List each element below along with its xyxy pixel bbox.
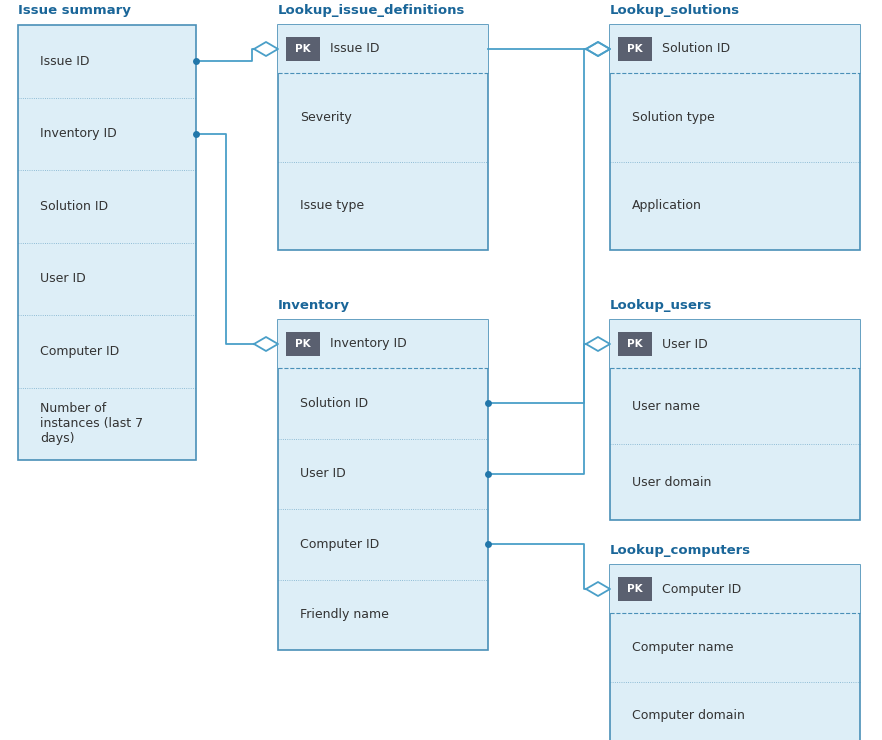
Text: Number of
instances (last 7
days): Number of instances (last 7 days) — [40, 403, 143, 445]
Bar — [286, 37, 320, 61]
Text: User domain: User domain — [632, 476, 712, 488]
Text: User ID: User ID — [300, 467, 346, 480]
Bar — [618, 577, 652, 601]
Text: Computer ID: Computer ID — [300, 538, 379, 551]
Text: PK: PK — [295, 44, 310, 54]
Text: Computer name: Computer name — [632, 641, 734, 653]
Text: Inventory ID: Inventory ID — [40, 127, 116, 141]
Bar — [18, 25, 196, 460]
Bar — [278, 320, 488, 650]
Text: User ID: User ID — [40, 272, 86, 285]
Text: Computer ID: Computer ID — [662, 582, 741, 596]
Bar — [610, 320, 860, 520]
Bar — [278, 25, 488, 250]
Text: Inventory: Inventory — [278, 299, 350, 312]
Bar — [618, 37, 652, 61]
Text: PK: PK — [295, 339, 310, 349]
Bar — [610, 565, 860, 740]
Text: PK: PK — [627, 44, 643, 54]
Text: Computer ID: Computer ID — [40, 345, 119, 357]
Text: Issue ID: Issue ID — [330, 42, 379, 56]
Bar — [610, 25, 860, 250]
Text: Lookup_issue_definitions: Lookup_issue_definitions — [278, 4, 466, 17]
Text: Computer domain: Computer domain — [632, 709, 745, 722]
Text: Solution type: Solution type — [632, 111, 714, 124]
Text: Solution ID: Solution ID — [300, 397, 368, 410]
Text: Issue ID: Issue ID — [40, 55, 89, 68]
Text: User name: User name — [632, 400, 700, 412]
Text: Solution ID: Solution ID — [40, 200, 108, 213]
Bar — [278, 320, 488, 368]
Bar — [610, 565, 860, 613]
Text: PK: PK — [627, 339, 643, 349]
Bar — [610, 25, 860, 73]
Text: Issue summary: Issue summary — [18, 4, 131, 17]
Bar — [286, 332, 320, 356]
Bar — [278, 25, 488, 73]
Text: Solution ID: Solution ID — [662, 42, 730, 56]
Text: Lookup_computers: Lookup_computers — [610, 544, 751, 557]
Text: PK: PK — [627, 584, 643, 594]
Text: User ID: User ID — [662, 337, 707, 351]
Text: Friendly name: Friendly name — [300, 608, 389, 622]
Text: Issue type: Issue type — [300, 199, 364, 212]
Text: Lookup_solutions: Lookup_solutions — [610, 4, 740, 17]
Bar — [618, 332, 652, 356]
Text: Application: Application — [632, 199, 702, 212]
Text: Severity: Severity — [300, 111, 352, 124]
Text: Inventory ID: Inventory ID — [330, 337, 407, 351]
Text: Lookup_users: Lookup_users — [610, 299, 713, 312]
Bar — [610, 320, 860, 368]
